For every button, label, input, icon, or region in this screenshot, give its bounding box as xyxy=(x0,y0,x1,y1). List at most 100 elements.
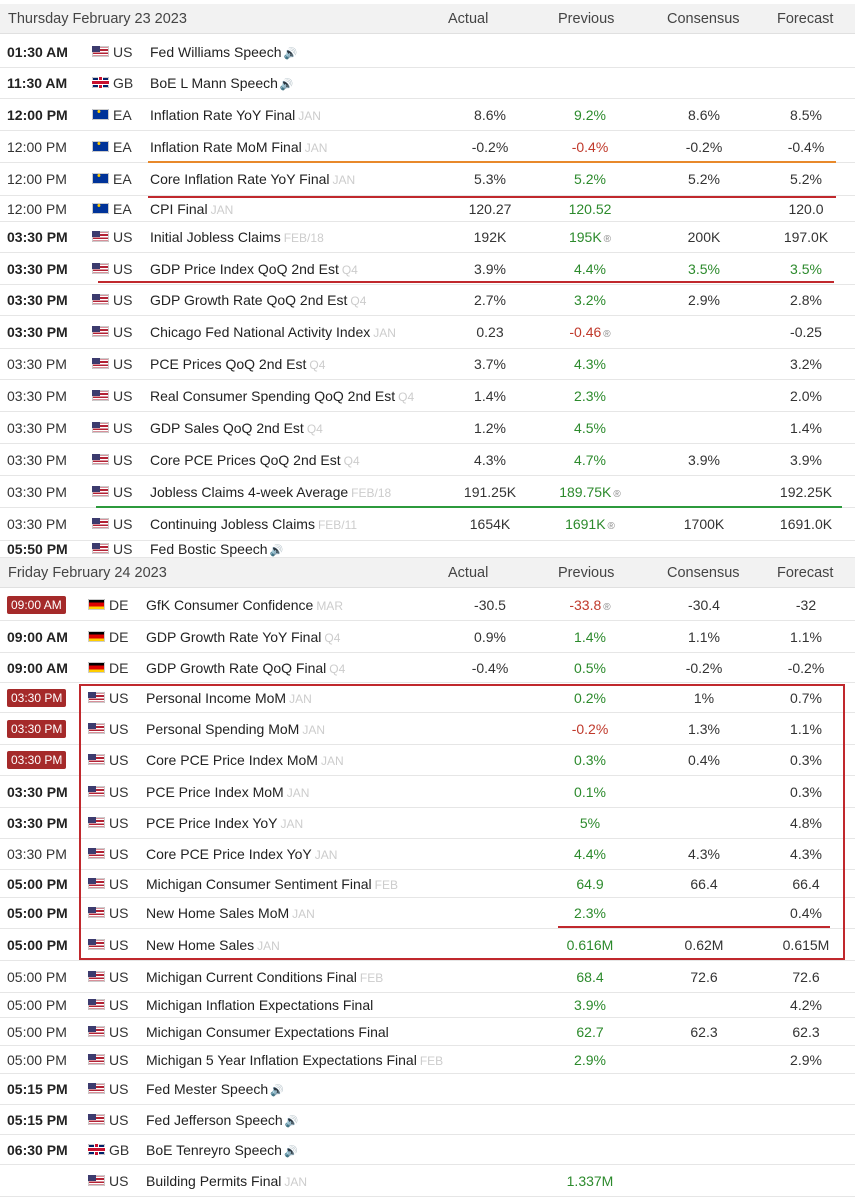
event-name[interactable]: CPI Final xyxy=(150,200,208,217)
event-name[interactable]: GDP Growth Rate QoQ Final xyxy=(146,659,327,676)
event-cell[interactable]: New Home Sales JAN xyxy=(146,937,280,953)
event-cell[interactable]: Jobless Claims 4-week Average FEB/18 xyxy=(150,484,391,500)
event-name[interactable]: Real Consumer Spending QoQ 2nd Est xyxy=(150,387,396,404)
event-cell[interactable]: Personal Income MoM JAN xyxy=(146,690,312,706)
event-name[interactable]: Fed Bostic Speech xyxy=(150,541,268,557)
calendar-row[interactable]: 05:15 PM US Fed Mester Speech 🔊 xyxy=(0,1074,855,1105)
event-cell[interactable]: Michigan Current Conditions Final FEB xyxy=(146,969,383,985)
event-name[interactable]: Chicago Fed National Activity Index xyxy=(150,324,371,340)
event-name[interactable]: Inflation Rate YoY Final xyxy=(150,107,296,123)
calendar-row[interactable]: 05:00 PM US Michigan Current Conditions Fi… xyxy=(0,961,855,993)
column-header-previous[interactable]: Previous xyxy=(558,565,615,581)
column-header-consensus[interactable]: Consensus xyxy=(667,11,740,27)
calendar-row[interactable]: 05:00 PM US Michigan Consumer Sentiment Fi… xyxy=(0,870,855,898)
calendar-row[interactable]: 03:30 PM US Core PCE Price Index YoY JAN 4.4… xyxy=(0,839,855,870)
event-name[interactable]: GDP Growth Rate YoY Final xyxy=(146,628,322,645)
event-name[interactable]: Michigan Inflation Expectations Final xyxy=(146,997,374,1013)
calendar-row[interactable]: 03:30 PM US GDP Growth Rate QoQ 2nd Est Q4 2… xyxy=(0,285,855,316)
calendar-row[interactable]: 05:50 PM US Fed Bostic Speech 🔊 xyxy=(0,541,855,558)
event-name[interactable]: New Home Sales xyxy=(146,936,255,953)
calendar-row[interactable]: 03:30 PM US PCE Prices QoQ 2nd Est Q4 3.7% 4.… xyxy=(0,349,855,380)
column-header-forecast[interactable]: Forecast xyxy=(777,11,834,27)
event-cell[interactable]: GfK Consumer Confidence MAR xyxy=(146,597,343,613)
calendar-row[interactable]: 03:30 PM US Continuing Jobless Claims FEB/1… xyxy=(0,508,855,541)
event-name[interactable]: Inflation Rate MoM Final xyxy=(150,138,302,155)
calendar-row[interactable]: 03:30 PM US PCE Price Index YoY JAN 5% 4.8% xyxy=(0,808,855,839)
event-name[interactable]: BoE Tenreyro Speech xyxy=(146,1141,282,1158)
event-cell[interactable]: Fed Mester Speech 🔊 xyxy=(146,1081,284,1097)
calendar-row[interactable]: 05:00 PM US Michigan 5 Year Inflation Expe… xyxy=(0,1046,855,1074)
event-cell[interactable]: Core PCE Price Index YoY JAN xyxy=(146,846,337,862)
event-name[interactable]: GDP Sales QoQ 2nd Est xyxy=(150,419,304,436)
event-name[interactable]: Jobless Claims 4-week Average xyxy=(150,483,349,500)
event-cell[interactable]: Core Inflation Rate YoY Final JAN xyxy=(150,171,355,187)
event-name[interactable]: Core Inflation Rate YoY Final xyxy=(150,171,330,187)
event-name[interactable]: GfK Consumer Confidence xyxy=(146,596,314,613)
calendar-row[interactable]: 05:00 PM US Michigan Inflation Expectation… xyxy=(0,993,855,1018)
event-cell[interactable]: Inflation Rate YoY Final JAN xyxy=(150,107,321,123)
event-cell[interactable]: GDP Growth Rate QoQ 2nd Est Q4 xyxy=(150,292,366,308)
event-name[interactable]: Michigan Consumer Sentiment Final xyxy=(146,875,372,892)
column-header-actual[interactable]: Actual xyxy=(448,11,489,27)
calendar-row[interactable]: 03:30 PM US Jobless Claims 4-week Average F… xyxy=(0,476,855,508)
event-cell[interactable]: Fed Williams Speech 🔊 xyxy=(150,44,297,60)
event-name[interactable]: Michigan Consumer Expectations Final xyxy=(146,1023,389,1040)
event-cell[interactable]: Fed Jefferson Speech 🔊 xyxy=(146,1112,298,1128)
event-cell[interactable]: Personal Spending MoM JAN xyxy=(146,721,325,737)
calendar-row[interactable]: 03:30 PM US Personal Income MoM JAN 0.2% 1% 0.… xyxy=(0,683,855,713)
event-name[interactable]: Initial Jobless Claims xyxy=(150,229,281,245)
event-name[interactable]: Michigan 5 Year Inflation Expectations F… xyxy=(146,1051,417,1068)
calendar-row[interactable]: 05:00 PM US Michigan Consumer Expectations… xyxy=(0,1018,855,1046)
event-name[interactable]: PCE Price Index MoM xyxy=(146,783,284,800)
calendar-row[interactable]: US Building Permits Final JAN 1.337M xyxy=(0,1165,855,1197)
event-name[interactable]: Fed Mester Speech xyxy=(146,1081,269,1097)
calendar-row[interactable]: 03:30 PM US Chicago Fed National Activity … xyxy=(0,316,855,349)
calendar-row[interactable]: 12:00 PM EA Core Inflation Rate YoY FinalJ… xyxy=(0,163,855,196)
event-name[interactable]: Personal Spending MoM xyxy=(146,720,300,737)
event-name[interactable]: PCE Price Index YoY xyxy=(146,815,278,831)
calendar-row[interactable]: 03:30 PM US GDP Price Index QoQ 2nd Est Q4 3… xyxy=(0,253,855,285)
event-name[interactable]: Core PCE Price Index YoY xyxy=(146,846,312,862)
event-name[interactable]: GDP Growth Rate QoQ 2nd Est xyxy=(150,292,348,308)
event-name[interactable]: Fed Williams Speech xyxy=(150,44,282,60)
event-name[interactable]: Core PCE Price Index MoM xyxy=(146,752,318,768)
event-cell[interactable]: CPI Final JAN xyxy=(150,201,233,217)
event-name[interactable]: Fed Jefferson Speech xyxy=(146,1111,283,1128)
event-cell[interactable]: Michigan Consumer Expectations Final xyxy=(146,1024,389,1040)
event-name[interactable]: New Home Sales MoM xyxy=(146,905,290,921)
event-cell[interactable]: GDP Price Index QoQ 2nd Est Q4 xyxy=(150,261,358,277)
calendar-row[interactable]: 09:00 AM DE GDP Growth Rate YoY Final Q4 0.9… xyxy=(0,621,855,653)
calendar-row[interactable]: 03:30 PM US Initial Jobless Claims FEB/18 19… xyxy=(0,222,855,253)
event-cell[interactable]: GDP Growth Rate QoQ Final Q4 xyxy=(146,660,345,676)
event-cell[interactable]: Chicago Fed National Activity Index JAN xyxy=(150,324,396,340)
calendar-row[interactable]: 01:30 AM US Fed Williams Speech 🔊 xyxy=(0,37,855,68)
column-header-consensus[interactable]: Consensus xyxy=(667,565,740,581)
column-header-actual[interactable]: Actual xyxy=(448,565,489,581)
event-cell[interactable]: Michigan Inflation Expectations Final xyxy=(146,997,373,1013)
column-header-previous[interactable]: Previous xyxy=(558,11,615,27)
event-name[interactable]: Personal Income MoM xyxy=(146,689,287,706)
calendar-row[interactable]: 03:30 PM US Real Consumer Spending QoQ 2nd… xyxy=(0,380,855,412)
event-name[interactable]: Michigan Current Conditions Final xyxy=(146,968,357,985)
calendar-row[interactable]: 05:00 PM US New Home Sales JAN 0.616M 0.62M 0.… xyxy=(0,929,855,961)
event-name[interactable]: BoE L Mann Speech xyxy=(150,75,278,91)
event-name[interactable]: GDP Price Index QoQ 2nd Est xyxy=(150,260,339,277)
event-cell[interactable]: Core PCE Price Index MoM JAN xyxy=(146,752,344,768)
calendar-row[interactable]: 11:30 AM GB BoE L Mann Speech 🔊 xyxy=(0,68,855,99)
event-cell[interactable]: Inflation Rate MoM Final JAN xyxy=(150,139,327,155)
event-cell[interactable]: Real Consumer Spending QoQ 2nd Est Q4 xyxy=(150,388,414,404)
event-cell[interactable]: Initial Jobless Claims FEB/18 xyxy=(150,229,324,245)
calendar-row[interactable]: 09:00 AM DE GDP Growth Rate QoQ Final Q4 -0.… xyxy=(0,653,855,683)
event-name[interactable]: Continuing Jobless Claims xyxy=(150,516,315,532)
event-cell[interactable]: Fed Bostic Speech 🔊 xyxy=(150,541,283,557)
event-cell[interactable]: Core PCE Prices QoQ 2nd Est Q4 xyxy=(150,452,360,468)
calendar-row[interactable]: 03:30 PM US Personal Spending MoM JAN -0.2% 1… xyxy=(0,713,855,745)
event-cell[interactable]: BoE L Mann Speech 🔊 xyxy=(150,75,294,91)
event-name[interactable]: PCE Prices QoQ 2nd Est xyxy=(150,356,307,372)
calendar-row[interactable]: 05:00 PM US New Home Sales MoM JAN 2.3% 0.4% xyxy=(0,898,855,929)
event-cell[interactable]: BoE Tenreyro Speech 🔊 xyxy=(146,1142,298,1158)
calendar-row[interactable]: 03:30 PM US PCE Price Index MoM JAN 0.1% 0.3% xyxy=(0,776,855,808)
event-name[interactable]: Core PCE Prices QoQ 2nd Est xyxy=(150,451,341,468)
